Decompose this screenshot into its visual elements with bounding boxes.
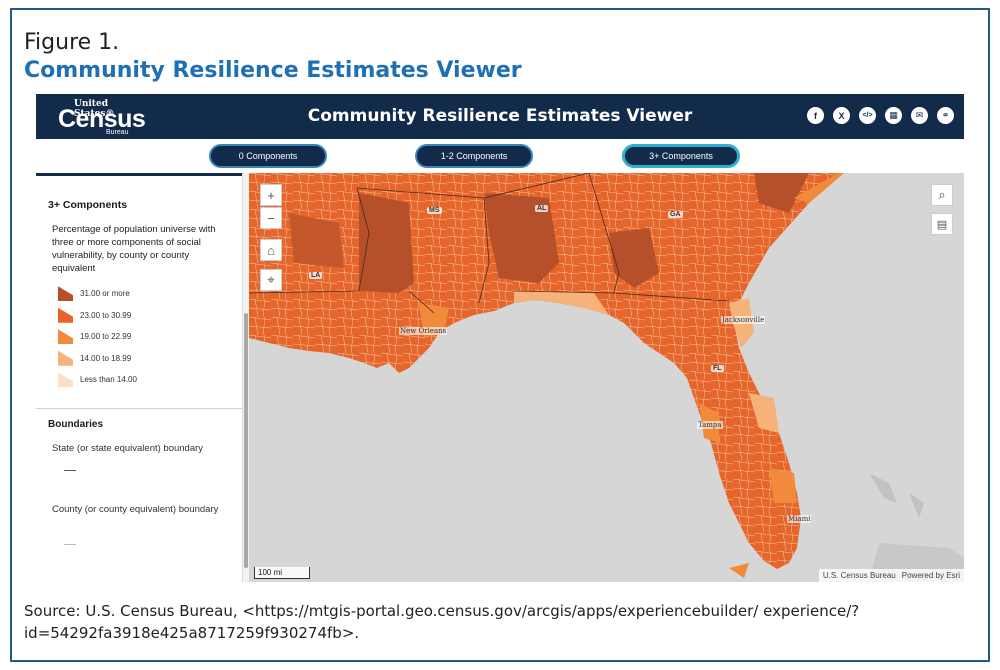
map-attribution: U.S. Census Bureau Powered by Esri (818, 569, 964, 582)
component-tabs: 0 Components 1-2 Components 3+ Component… (36, 139, 964, 173)
logo-census: Census (58, 105, 146, 133)
region-mid-se-fl (769, 468, 797, 503)
legend-item: 23.00 to 30.99 (58, 305, 137, 327)
region-dark-al (484, 193, 559, 283)
state-label-al: AL (535, 205, 549, 212)
qr-code-icon[interactable]: ▦ (885, 107, 902, 124)
county-boundary-label: County (or county equivalent) boundary (52, 504, 219, 515)
scrollbar-thumb[interactable] (244, 313, 248, 568)
search-icon[interactable]: ⌕ (931, 184, 953, 206)
city-label-tampa: Tampa (697, 421, 723, 429)
legend-swatch (58, 372, 73, 388)
region-dark-sc (754, 173, 809, 213)
sidebar-scrollbar[interactable] (242, 173, 249, 582)
region-light-panhandle (514, 291, 609, 315)
state-label-ga: GA (668, 211, 683, 218)
email-icon[interactable]: ✉ (911, 107, 928, 124)
legend-swatch (58, 350, 73, 366)
boundaries-title: Boundaries (48, 419, 104, 430)
scale-bar: 100 mi (254, 567, 310, 579)
figure-label: Figure 1. (24, 30, 120, 55)
bahamas-island (909, 493, 924, 518)
legend-label: 31.00 or more (80, 289, 130, 299)
viewer-app: United States® Census Bureau Community R… (36, 94, 964, 582)
home-icon[interactable]: ⌂ (260, 239, 282, 261)
locate-icon[interactable]: ⌖ (260, 269, 282, 291)
link-icon[interactable]: ⚭ (937, 107, 954, 124)
region-mid-coast (794, 173, 844, 203)
county-boundary-swatch (64, 544, 76, 545)
logo-united-states: United States® (74, 99, 115, 119)
legend-swatch (58, 286, 73, 302)
legend-list: 31.00 or more 23.00 to 30.99 19.00 to 22… (58, 283, 137, 391)
map-view[interactable]: MS AL GA LA FL New Orleans Jacksonville … (249, 173, 964, 582)
tab-1-2-components[interactable]: 1-2 Components (415, 144, 533, 168)
region-dark-ms (359, 193, 414, 293)
census-logo[interactable]: United States® Census Bureau (58, 99, 148, 137)
state-boundary-swatch (64, 470, 76, 471)
legend-description: Percentage of population universe with t… (52, 224, 216, 274)
legend-label: 14.00 to 18.99 (80, 353, 132, 363)
sidebar-divider (36, 408, 242, 409)
app-header: United States® Census Bureau Community R… (36, 94, 964, 139)
legend-title: 3+ Components (48, 199, 128, 211)
city-label-new-orleans: New Orleans (399, 327, 448, 335)
legend-label: 19.00 to 22.99 (80, 332, 132, 342)
state-boundaries (249, 173, 730, 314)
region-dark-la (289, 213, 344, 268)
legend-item: 19.00 to 22.99 (58, 326, 137, 348)
figure-source: Source: U.S. Census Bureau, <https://mtg… (24, 602, 860, 642)
legend-swatch (58, 307, 73, 323)
figure-title: Community Resilience Estimates Viewer (24, 58, 522, 83)
sidebar-top-border (36, 173, 242, 176)
tab-3-plus-components[interactable]: 3+ Components (622, 144, 740, 168)
state-boundary-label: State (or state equivalent) boundary (52, 443, 204, 454)
facebook-icon[interactable]: f (807, 107, 824, 124)
florida-keys (729, 563, 749, 578)
zoom-in-button[interactable]: + (260, 184, 282, 206)
embed-icon[interactable]: </> (859, 107, 876, 124)
share-toolbar: f X </> ▦ ✉ ⚭ (807, 107, 954, 124)
legend-item: Less than 14.00 (58, 369, 137, 391)
legend-sidebar: 3+ Components Percentage of population u… (36, 173, 249, 582)
city-label-jacksonville: Jacksonville (721, 316, 766, 324)
legend-swatch (58, 329, 73, 345)
app-title: Community Resilience Estimates Viewer (307, 106, 693, 126)
tab-0-components[interactable]: 0 Components (209, 144, 327, 168)
attribution-esri[interactable]: Powered by Esri (901, 571, 960, 580)
legend-label: 23.00 to 30.99 (80, 310, 132, 320)
legend-label: Less than 14.00 (80, 375, 137, 385)
legend-item: 31.00 or more (58, 283, 137, 305)
bahamas-island (869, 473, 897, 503)
legend-icon[interactable]: ▤ (931, 213, 953, 235)
legend-item: 14.00 to 18.99 (58, 348, 137, 370)
attribution-census[interactable]: U.S. Census Bureau (822, 571, 896, 580)
region-dark-ga (609, 228, 659, 288)
city-label-miami: Miami (787, 515, 812, 523)
choropleth-map (249, 173, 964, 582)
logo-bureau: Bureau (106, 129, 129, 136)
x-icon[interactable]: X (833, 107, 850, 124)
state-label-ms: MS (427, 207, 442, 214)
region-light-central-fl (749, 393, 779, 433)
zoom-out-button[interactable]: − (260, 207, 282, 229)
state-label-fl: FL (711, 365, 724, 372)
state-label-la: LA (309, 272, 323, 279)
